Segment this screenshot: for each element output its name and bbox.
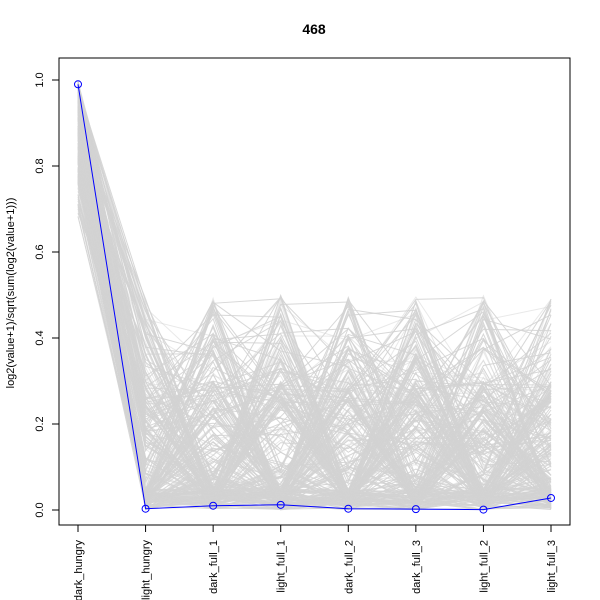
background-profile-line: [77, 146, 552, 501]
background-profile-line: [77, 84, 552, 510]
background-profile-line: [77, 113, 552, 505]
series-point: [411, 505, 420, 514]
background-profile-line: [77, 99, 552, 510]
background-profile-line: [77, 101, 552, 506]
x-tick-label: light_full_3: [546, 540, 558, 593]
x-axis: dark_hungry light_hungry dark_full_1 light_…: [73, 524, 558, 600]
y-tick-label: 0.2: [34, 416, 46, 431]
x-tick-label: light_hungry: [141, 540, 153, 600]
background-profile-line: [77, 101, 552, 509]
x-tick-label: dark_full_3: [411, 540, 423, 594]
background-lines-group: [77, 80, 552, 511]
background-profile-line: [77, 93, 552, 509]
background-profile-line: [77, 169, 552, 510]
series-point: [209, 501, 218, 510]
background-profile-line: [77, 108, 552, 508]
y-tick-label: 0.8: [34, 158, 46, 173]
x-tick-label: dark_hungry: [73, 540, 85, 600]
background-profile-line: [77, 83, 552, 504]
background-profile-line: [77, 127, 552, 494]
background-profile-line: [77, 155, 552, 499]
series-point: [74, 80, 82, 89]
background-profile-line: [77, 181, 552, 505]
series-point: [479, 505, 488, 514]
background-profile-line: [77, 133, 552, 509]
background-profile-line: [77, 181, 552, 511]
background-profile-line: [77, 178, 552, 507]
series-line: [77, 84, 552, 511]
y-tick-label: 0.0: [34, 502, 46, 517]
background-profile-line: [77, 140, 552, 507]
background-profile-line: [77, 163, 552, 505]
y-tick-label: 1.0: [34, 72, 46, 87]
y-axis: 0.0 0.2 0.4 0.6 0.8 1.0: [34, 72, 60, 518]
background-profile-line: [77, 161, 552, 507]
background-profile-line: [77, 143, 552, 492]
background-profile-line: [77, 99, 552, 500]
background-profile-line: [77, 89, 552, 511]
y-tick-label: 0.4: [34, 330, 46, 345]
background-profile-line: [77, 168, 552, 492]
chart-title: 468: [302, 21, 326, 37]
x-tick-label: light_full_1: [276, 540, 288, 593]
background-profile-line: [77, 164, 552, 504]
background-profile-line: [77, 159, 552, 497]
background-profile-line: [77, 108, 552, 510]
x-tick-label: light_full_2: [478, 540, 490, 593]
background-profile-line: [77, 100, 552, 498]
series-point: [141, 504, 150, 513]
background-profile-line: [77, 176, 552, 505]
background-profile-line: [77, 95, 552, 510]
series-group: [74, 80, 555, 514]
background-profile-line: [77, 198, 552, 509]
background-profile-line: [77, 80, 552, 506]
x-tick-label: dark_full_2: [343, 540, 355, 594]
series-point: [276, 500, 285, 509]
x-tick-label: dark_full_1: [208, 540, 220, 594]
y-axis-label: log2(value+1)/sqrt(sum(log2(value+1))): [5, 198, 17, 389]
series-point: [547, 493, 555, 502]
background-profile-line: [77, 181, 552, 511]
series-point: [344, 504, 353, 513]
y-tick-label: 0.6: [34, 244, 46, 259]
background-profile-line: [77, 89, 552, 508]
